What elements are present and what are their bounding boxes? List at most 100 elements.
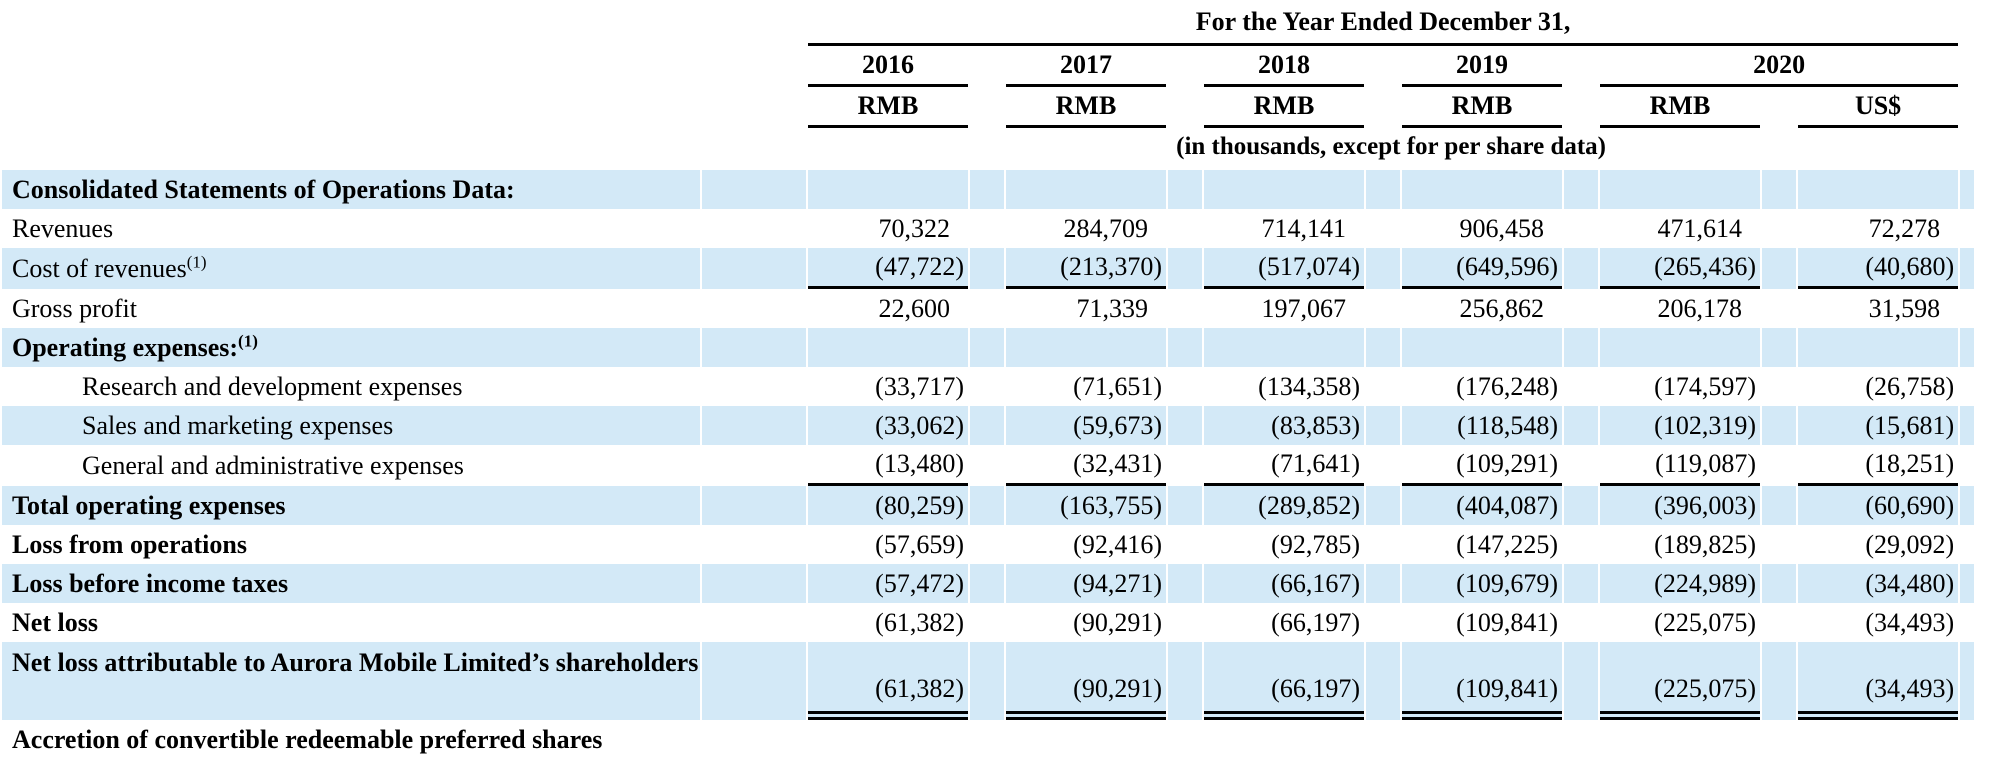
table-row: Gross profit 22,600 71,339 197,067 256,862 20… — [2, 289, 1974, 328]
spacer-cell — [1564, 486, 1598, 525]
spacer-cell — [702, 486, 806, 525]
table-row: Loss from operations (57,659) (92,416) (92,… — [2, 525, 1974, 564]
spacer-cell — [1960, 720, 1974, 759]
spacer-cell — [702, 0, 806, 46]
cell-value: (57,472) — [808, 564, 968, 603]
cell-value: (163,755) — [1006, 486, 1166, 525]
spacer-cell — [1960, 603, 1974, 642]
cell-value: 71,339 — [1076, 293, 1149, 323]
spacer-cell — [1960, 0, 1974, 46]
spacer-cell — [1762, 486, 1796, 525]
spacer-cell — [1168, 328, 1202, 367]
cell-value: (32,431) — [1006, 445, 1166, 486]
cell-value: (34,493) — [1865, 607, 1955, 637]
cell-value: (18,251) — [1798, 445, 1959, 486]
spacer-cell — [1762, 248, 1796, 289]
spacer-cell — [970, 642, 1004, 720]
footnote-ref: (1) — [186, 251, 207, 271]
spacer-cell — [1366, 328, 1400, 367]
spacer-cell — [1168, 406, 1202, 445]
spacer-cell — [702, 564, 806, 603]
row-label: Consolidated Statements of Operations Da… — [2, 170, 700, 209]
cell-value: (57,659) — [875, 529, 964, 559]
spacer-cell — [1762, 87, 1796, 128]
cell-value: 31,598 — [1868, 293, 1941, 323]
spacer-cell — [1762, 209, 1796, 248]
spacer-cell — [1168, 46, 1202, 87]
table-row: Sales and marketing expenses (33,062) (59,… — [2, 406, 1975, 445]
cell-value: (517,074) — [1204, 248, 1364, 289]
cell-value: (34,480) — [1798, 564, 1959, 603]
spacer-cell — [1762, 367, 1796, 406]
cell-value — [1600, 328, 1760, 367]
spacer-cell — [1168, 289, 1202, 328]
spacer-cell — [1960, 170, 1975, 209]
year-header-2018: 2018 — [1204, 46, 1364, 87]
cell-value: (90,291) — [1006, 642, 1166, 720]
cell-value: (33,062) — [808, 406, 968, 445]
table-row: Consolidated Statements of Operations Da… — [2, 170, 1975, 209]
spacer-cell — [970, 367, 1004, 406]
spacer-cell — [1960, 87, 1974, 128]
spacer-cell — [1564, 367, 1598, 406]
row-label: Accretion of convertible redeemable pref… — [12, 724, 603, 754]
spacer-cell — [1762, 289, 1796, 328]
currency-header: US$ — [1798, 87, 1959, 128]
spacer-cell — [1762, 564, 1796, 603]
row-label: Operating expenses:(1) — [2, 328, 700, 367]
spacer-cell — [1762, 642, 1796, 720]
spacer-cell — [1564, 46, 1598, 87]
table-body: Consolidated Statements of Operations Da… — [2, 170, 1975, 759]
row-label: Revenues — [12, 213, 114, 243]
spacer-cell — [970, 87, 1004, 128]
spacer-cell — [1960, 642, 1975, 720]
spacer-cell — [1762, 720, 1796, 759]
spacer-cell — [1168, 87, 1202, 128]
cell-value: (109,291) — [1402, 445, 1562, 486]
spacer-cell — [970, 525, 1004, 564]
spacer-cell — [970, 445, 1004, 486]
header-years-row: 2016 2017 2018 2019 2020 — [2, 46, 1974, 87]
cell-value: (265,436) — [1600, 248, 1760, 289]
currency-header: RMB — [1402, 87, 1562, 128]
spacer-cell — [1960, 406, 1975, 445]
cell-value: (289,852) — [1204, 486, 1364, 525]
cell-value: (134,358) — [1258, 371, 1360, 401]
cell-value: (80,259) — [808, 486, 968, 525]
spacer-cell — [1564, 642, 1598, 720]
cell-value — [1600, 170, 1760, 209]
spacer-cell — [1564, 445, 1598, 486]
cell-value — [1204, 720, 1364, 759]
spacer-cell — [1960, 445, 1974, 486]
spacer-cell — [1366, 445, 1400, 486]
cell-value: (109,841) — [1456, 607, 1558, 637]
cell-value: (40,680) — [1798, 248, 1959, 289]
cell-value: (66,197) — [1271, 607, 1360, 637]
spacer-cell — [1564, 525, 1598, 564]
row-label: Cost of revenues(1) — [2, 248, 700, 289]
cell-value: (60,690) — [1798, 486, 1959, 525]
table-row: General and administrative expenses (13,4… — [2, 445, 1974, 486]
spacer-cell — [1168, 170, 1202, 209]
cell-value: (147,225) — [1456, 529, 1558, 559]
spacer-cell — [970, 486, 1004, 525]
spacer-cell — [1366, 525, 1400, 564]
spacer-cell — [1762, 328, 1796, 367]
spacer-cell — [1366, 87, 1400, 128]
header-group-title: For the Year Ended December 31, — [808, 0, 1959, 46]
spacer-cell — [1366, 367, 1400, 406]
spacer-cell — [970, 720, 1004, 759]
spacer-cell — [1564, 248, 1598, 289]
cell-value — [808, 328, 968, 367]
spacer-cell — [1366, 170, 1400, 209]
spacer-cell — [702, 289, 806, 328]
header-currency-row: RMB RMB RMB RMB RMB US$ — [2, 87, 1974, 128]
spacer-cell — [1564, 603, 1598, 642]
cell-value — [1402, 170, 1562, 209]
spacer-cell — [1168, 248, 1202, 289]
cell-value: (109,841) — [1402, 642, 1562, 720]
cell-value: (29,092) — [1865, 529, 1955, 559]
currency-header: RMB — [1600, 87, 1760, 128]
cell-value — [1402, 328, 1562, 367]
cell-value: 206,178 — [1657, 293, 1743, 323]
